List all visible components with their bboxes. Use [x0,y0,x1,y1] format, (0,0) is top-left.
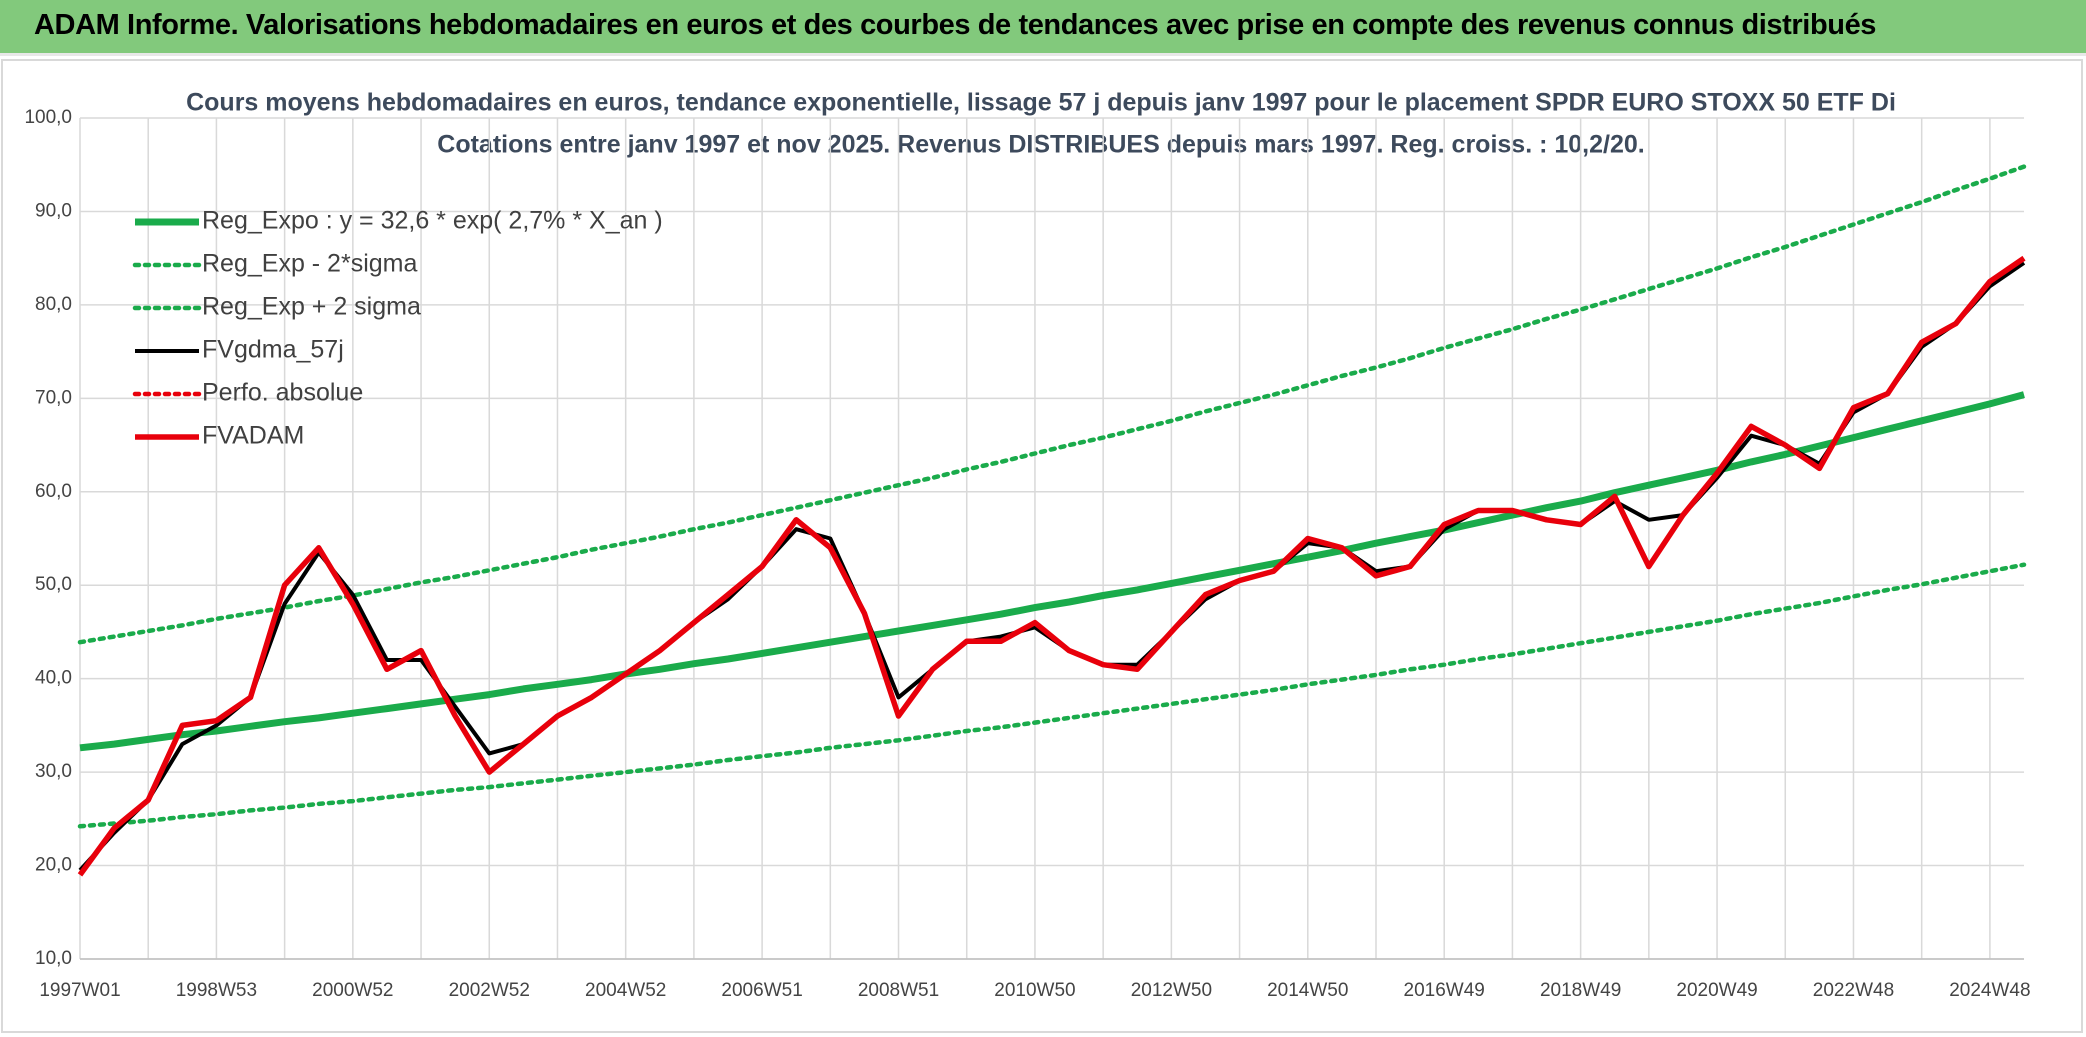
legend-label: Reg_Expo : y = 32,6 * exp( 2,7% * X_an ) [202,207,663,235]
legend-label: Reg_Exp - 2*sigma [202,250,417,278]
x-tick-label: 2018W49 [1540,980,1621,1001]
x-tick-label: 2006W51 [721,980,802,1001]
x-tick-label: 2004W52 [585,980,666,1001]
x-tick-label: 1998W53 [176,980,257,1001]
series-line [77,562,2027,829]
x-tick-label: 2020W49 [1676,980,1757,1001]
x-tick-label: 1997W01 [39,980,120,1001]
x-tick-label: 2000W52 [312,980,393,1001]
y-tick-label: 30,0 [35,761,72,782]
y-tick-label: 20,0 [35,855,72,876]
x-tick-label: 2002W52 [449,980,530,1001]
y-tick-label: 40,0 [35,668,72,689]
legend-label: FVADAM [202,422,304,450]
x-tick-label: 2016W49 [1404,980,1485,1001]
legend-label: FVgdma_57j [202,336,344,364]
legend-label: Perfo. absolue [202,379,363,407]
legend-label: Reg_Exp + 2 sigma [202,293,421,321]
chart-frame [1,59,2083,1033]
series-line [79,391,2025,752]
y-tick-label: 60,0 [35,481,72,502]
y-tick-label: 70,0 [35,387,72,408]
y-tick-label: 50,0 [35,574,72,595]
chart-title: Cours moyens hebdomadaires en euros, ten… [186,89,1896,117]
series-line [77,255,2026,877]
x-tick-label: 2012W50 [1131,980,1212,1001]
header-title: ADAM Informe. Valorisations hebdomadaire… [34,9,1877,41]
y-tick-label: 90,0 [35,200,72,221]
y-tick-label: 10,0 [35,948,72,969]
x-tick-label: 2010W50 [994,980,1075,1001]
x-tick-label: 2024W48 [1949,980,2030,1001]
header-bar: ADAM Informe. Valorisations hebdomadaire… [0,0,2086,56]
y-tick-label: 100,0 [24,107,72,128]
x-tick-label: 2014W50 [1267,980,1348,1001]
chart: Cours moyens hebdomadaires en euros, ten… [1,59,2083,1033]
chart-subtitle: Cotations entre janv 1997 et nov 2025. R… [437,131,1644,159]
x-tick-label: 2022W48 [1813,980,1894,1001]
y-tick-label: 80,0 [35,294,72,315]
series-line [77,164,2027,645]
x-tick-label: 2008W51 [858,980,939,1001]
